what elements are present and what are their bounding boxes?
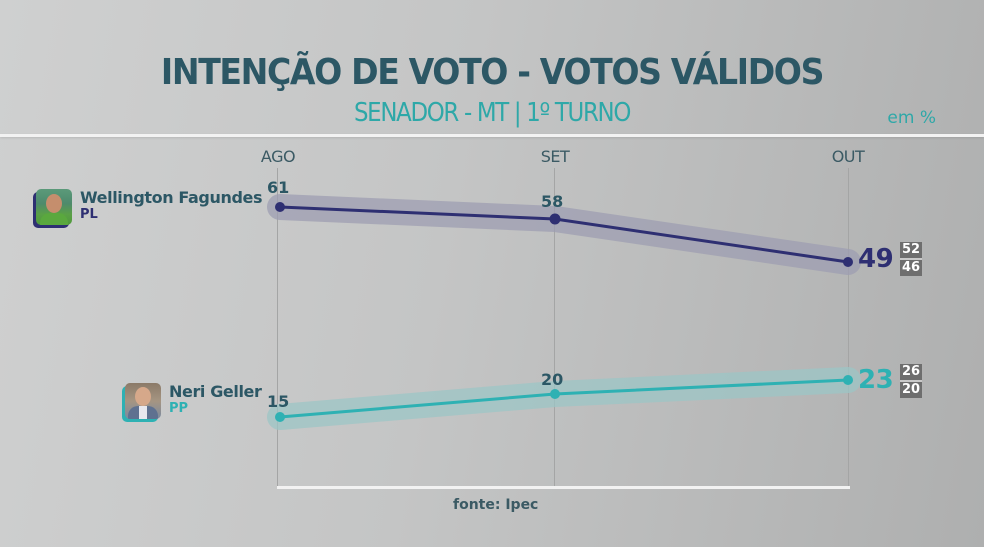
wellington-range-high: 52 — [900, 242, 922, 260]
month-label-ago: AGO — [260, 147, 296, 166]
neri-range-high: 26 — [900, 364, 922, 382]
wellington-range-low: 46 — [901, 260, 921, 275]
neri-point-ago — [275, 412, 285, 422]
wellington-point-ago — [275, 202, 285, 212]
candidate-name: Wellington Fagundes — [80, 188, 263, 207]
unit-label: em % — [887, 108, 936, 128]
candidate-wellington: Wellington Fagundes PL — [33, 188, 263, 228]
candidate-party: PP — [169, 401, 189, 416]
neri-range-low: 20 — [901, 382, 921, 397]
chart-baseline — [277, 486, 850, 489]
wellington-value-set: 58 — [541, 192, 564, 211]
source-label: fonte: Ipec — [453, 497, 539, 513]
month-label-out: OUT — [831, 147, 865, 166]
wellington-range-box: 52 46 — [900, 242, 922, 276]
neri-point-out — [843, 375, 853, 385]
neri-value-set: 20 — [541, 370, 564, 389]
gridline-set — [554, 168, 555, 488]
candidate-party: PL — [80, 207, 98, 222]
wellington-band — [267, 194, 861, 275]
avatar-neri — [122, 383, 161, 422]
wellington-point-out — [843, 257, 853, 267]
header-divider — [0, 134, 984, 137]
neri-value-out: 23 — [858, 365, 894, 395]
wellington-value-out: 49 — [858, 244, 894, 274]
chart-title: INTENÇÃO DE VOTO - VOTOS VÁLIDOS — [160, 52, 825, 93]
neri-value-ago: 15 — [267, 392, 290, 411]
neri-point-set — [550, 389, 560, 399]
wellington-value-ago: 61 — [267, 178, 290, 197]
neri-range-box: 26 20 — [900, 364, 922, 398]
candidate-name: Neri Geller — [169, 382, 262, 401]
month-label-set: SET — [540, 147, 570, 166]
wellington-point-set — [549, 213, 561, 225]
gridline-ago — [277, 168, 278, 488]
avatar-wellington — [33, 189, 72, 228]
gridline-out — [848, 168, 849, 488]
candidate-neri: Neri Geller PP — [122, 382, 262, 422]
chart-subtitle: SENADOR - MT | 1º TURNO — [353, 98, 631, 128]
